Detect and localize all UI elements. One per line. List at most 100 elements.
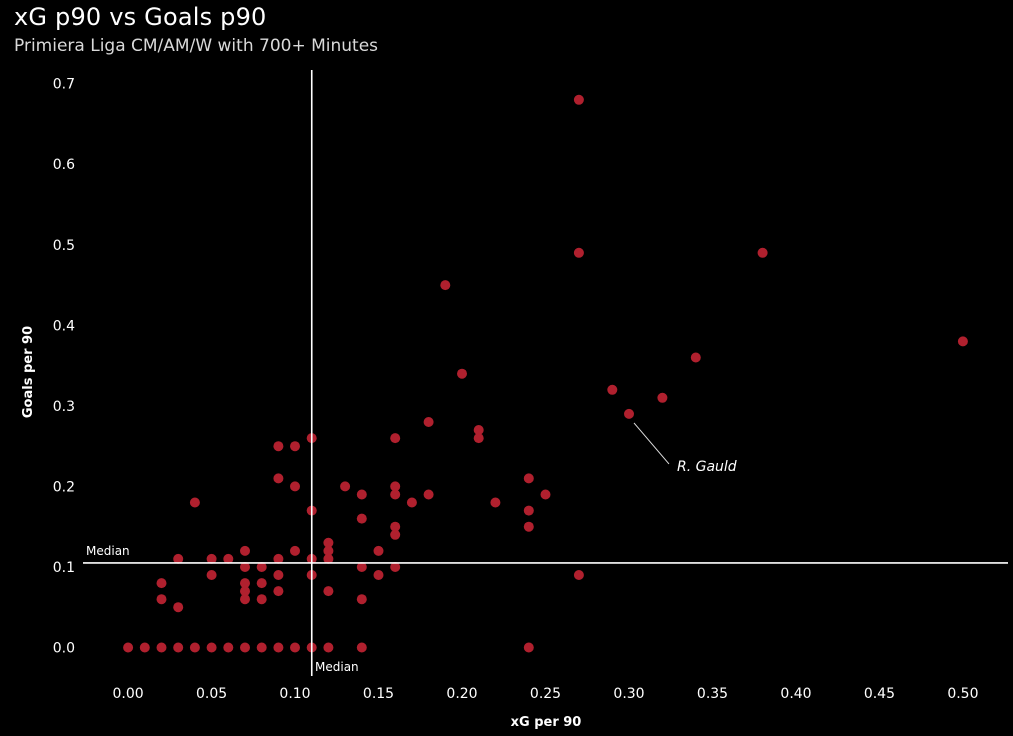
data-point <box>757 247 768 258</box>
data-point <box>240 586 250 597</box>
x-tick-label: 0.40 <box>780 686 811 702</box>
data-point <box>523 642 534 653</box>
data-point <box>523 473 534 484</box>
data-point <box>273 553 284 564</box>
data-point <box>356 489 367 500</box>
data-point <box>323 642 334 653</box>
data-point <box>390 521 401 532</box>
y-tick-label: 0.0 <box>53 641 75 657</box>
y-tick-label: 0.2 <box>53 479 75 495</box>
data-point <box>290 545 300 556</box>
median-lines-layer <box>83 70 1008 676</box>
data-point <box>240 545 250 556</box>
median-x-label: Median <box>315 660 359 674</box>
x-tick-label: 0.00 <box>113 686 144 702</box>
annotation-label: R. Gauld <box>677 459 737 475</box>
y-tick-label: 0.5 <box>53 238 75 254</box>
data-point <box>323 545 334 556</box>
data-point <box>173 642 184 653</box>
data-point <box>356 562 367 572</box>
data-point <box>490 497 501 508</box>
data-point <box>573 570 584 580</box>
data-point <box>340 481 351 492</box>
y-axis-label: Goals per 90 <box>21 326 36 418</box>
y-tick-label: 0.3 <box>53 399 75 415</box>
data-point <box>356 642 367 653</box>
annotation-leader-line <box>633 422 670 465</box>
points-layer <box>123 94 968 653</box>
data-point <box>473 433 484 444</box>
data-point <box>273 642 284 653</box>
data-point <box>273 441 284 452</box>
data-point <box>323 553 334 564</box>
data-point <box>356 594 367 605</box>
y-tick-label: 0.6 <box>53 157 75 173</box>
x-tick-label: 0.15 <box>363 686 394 702</box>
x-tick-label: 0.35 <box>697 686 728 702</box>
data-point <box>156 594 167 605</box>
data-point <box>373 570 384 580</box>
x-tick-labels: 0.00 0.05 0.10 0.15 0.20 0.25 0.30 0.35 0.40 0.45… <box>113 686 979 702</box>
data-point <box>323 537 334 548</box>
x-axis-label: xG per 90 <box>511 715 582 730</box>
y-tick-labels: 0.0 0.1 0.2 0.3 0.4 0.5 0.6 0.7 <box>53 77 75 657</box>
data-point <box>273 586 284 597</box>
data-point <box>540 489 551 500</box>
data-point <box>624 408 634 419</box>
data-point <box>390 481 401 492</box>
data-point <box>256 642 267 653</box>
data-point <box>523 505 534 516</box>
data-point <box>256 594 267 605</box>
data-point <box>189 642 200 653</box>
data-point <box>390 433 401 444</box>
data-point <box>256 578 267 589</box>
data-point <box>390 529 401 540</box>
x-tick-label: 0.25 <box>530 686 561 702</box>
data-point <box>573 94 584 105</box>
data-point <box>206 553 217 564</box>
data-point <box>240 578 250 589</box>
data-point <box>290 481 300 492</box>
data-point <box>373 545 384 556</box>
data-point <box>273 570 284 580</box>
data-point <box>123 642 134 653</box>
data-point <box>189 497 200 508</box>
data-point <box>573 247 584 258</box>
data-point <box>290 441 300 452</box>
data-point <box>223 553 234 564</box>
x-tick-label: 0.50 <box>947 686 978 702</box>
data-point <box>206 570 217 580</box>
data-point <box>240 562 250 572</box>
data-point <box>206 642 217 653</box>
data-point <box>423 417 434 427</box>
data-point <box>457 368 467 379</box>
x-tick-label: 0.05 <box>196 686 227 702</box>
data-point <box>173 602 184 613</box>
data-point <box>156 578 167 589</box>
data-point <box>473 425 484 435</box>
annotation-layer: R. Gauld <box>633 422 737 475</box>
data-point <box>356 513 367 524</box>
data-point <box>273 473 284 484</box>
data-point <box>156 642 167 653</box>
data-point <box>523 521 534 532</box>
data-point <box>323 586 334 597</box>
data-point <box>957 336 968 347</box>
x-tick-label: 0.30 <box>613 686 644 702</box>
data-point <box>423 489 434 500</box>
data-point <box>390 489 401 500</box>
data-point <box>657 392 668 403</box>
x-tick-label: 0.45 <box>864 686 895 702</box>
data-point <box>406 497 417 508</box>
x-tick-label: 0.10 <box>279 686 310 702</box>
data-point <box>690 352 701 363</box>
chart-title: xG p90 vs Goals p90 <box>14 3 267 31</box>
y-tick-label: 0.1 <box>53 560 75 576</box>
data-point <box>290 642 300 653</box>
x-tick-label: 0.20 <box>446 686 477 702</box>
y-tick-label: 0.4 <box>53 318 75 334</box>
median-y-label: Median <box>86 544 130 558</box>
data-point <box>240 594 250 605</box>
data-point <box>240 642 250 653</box>
